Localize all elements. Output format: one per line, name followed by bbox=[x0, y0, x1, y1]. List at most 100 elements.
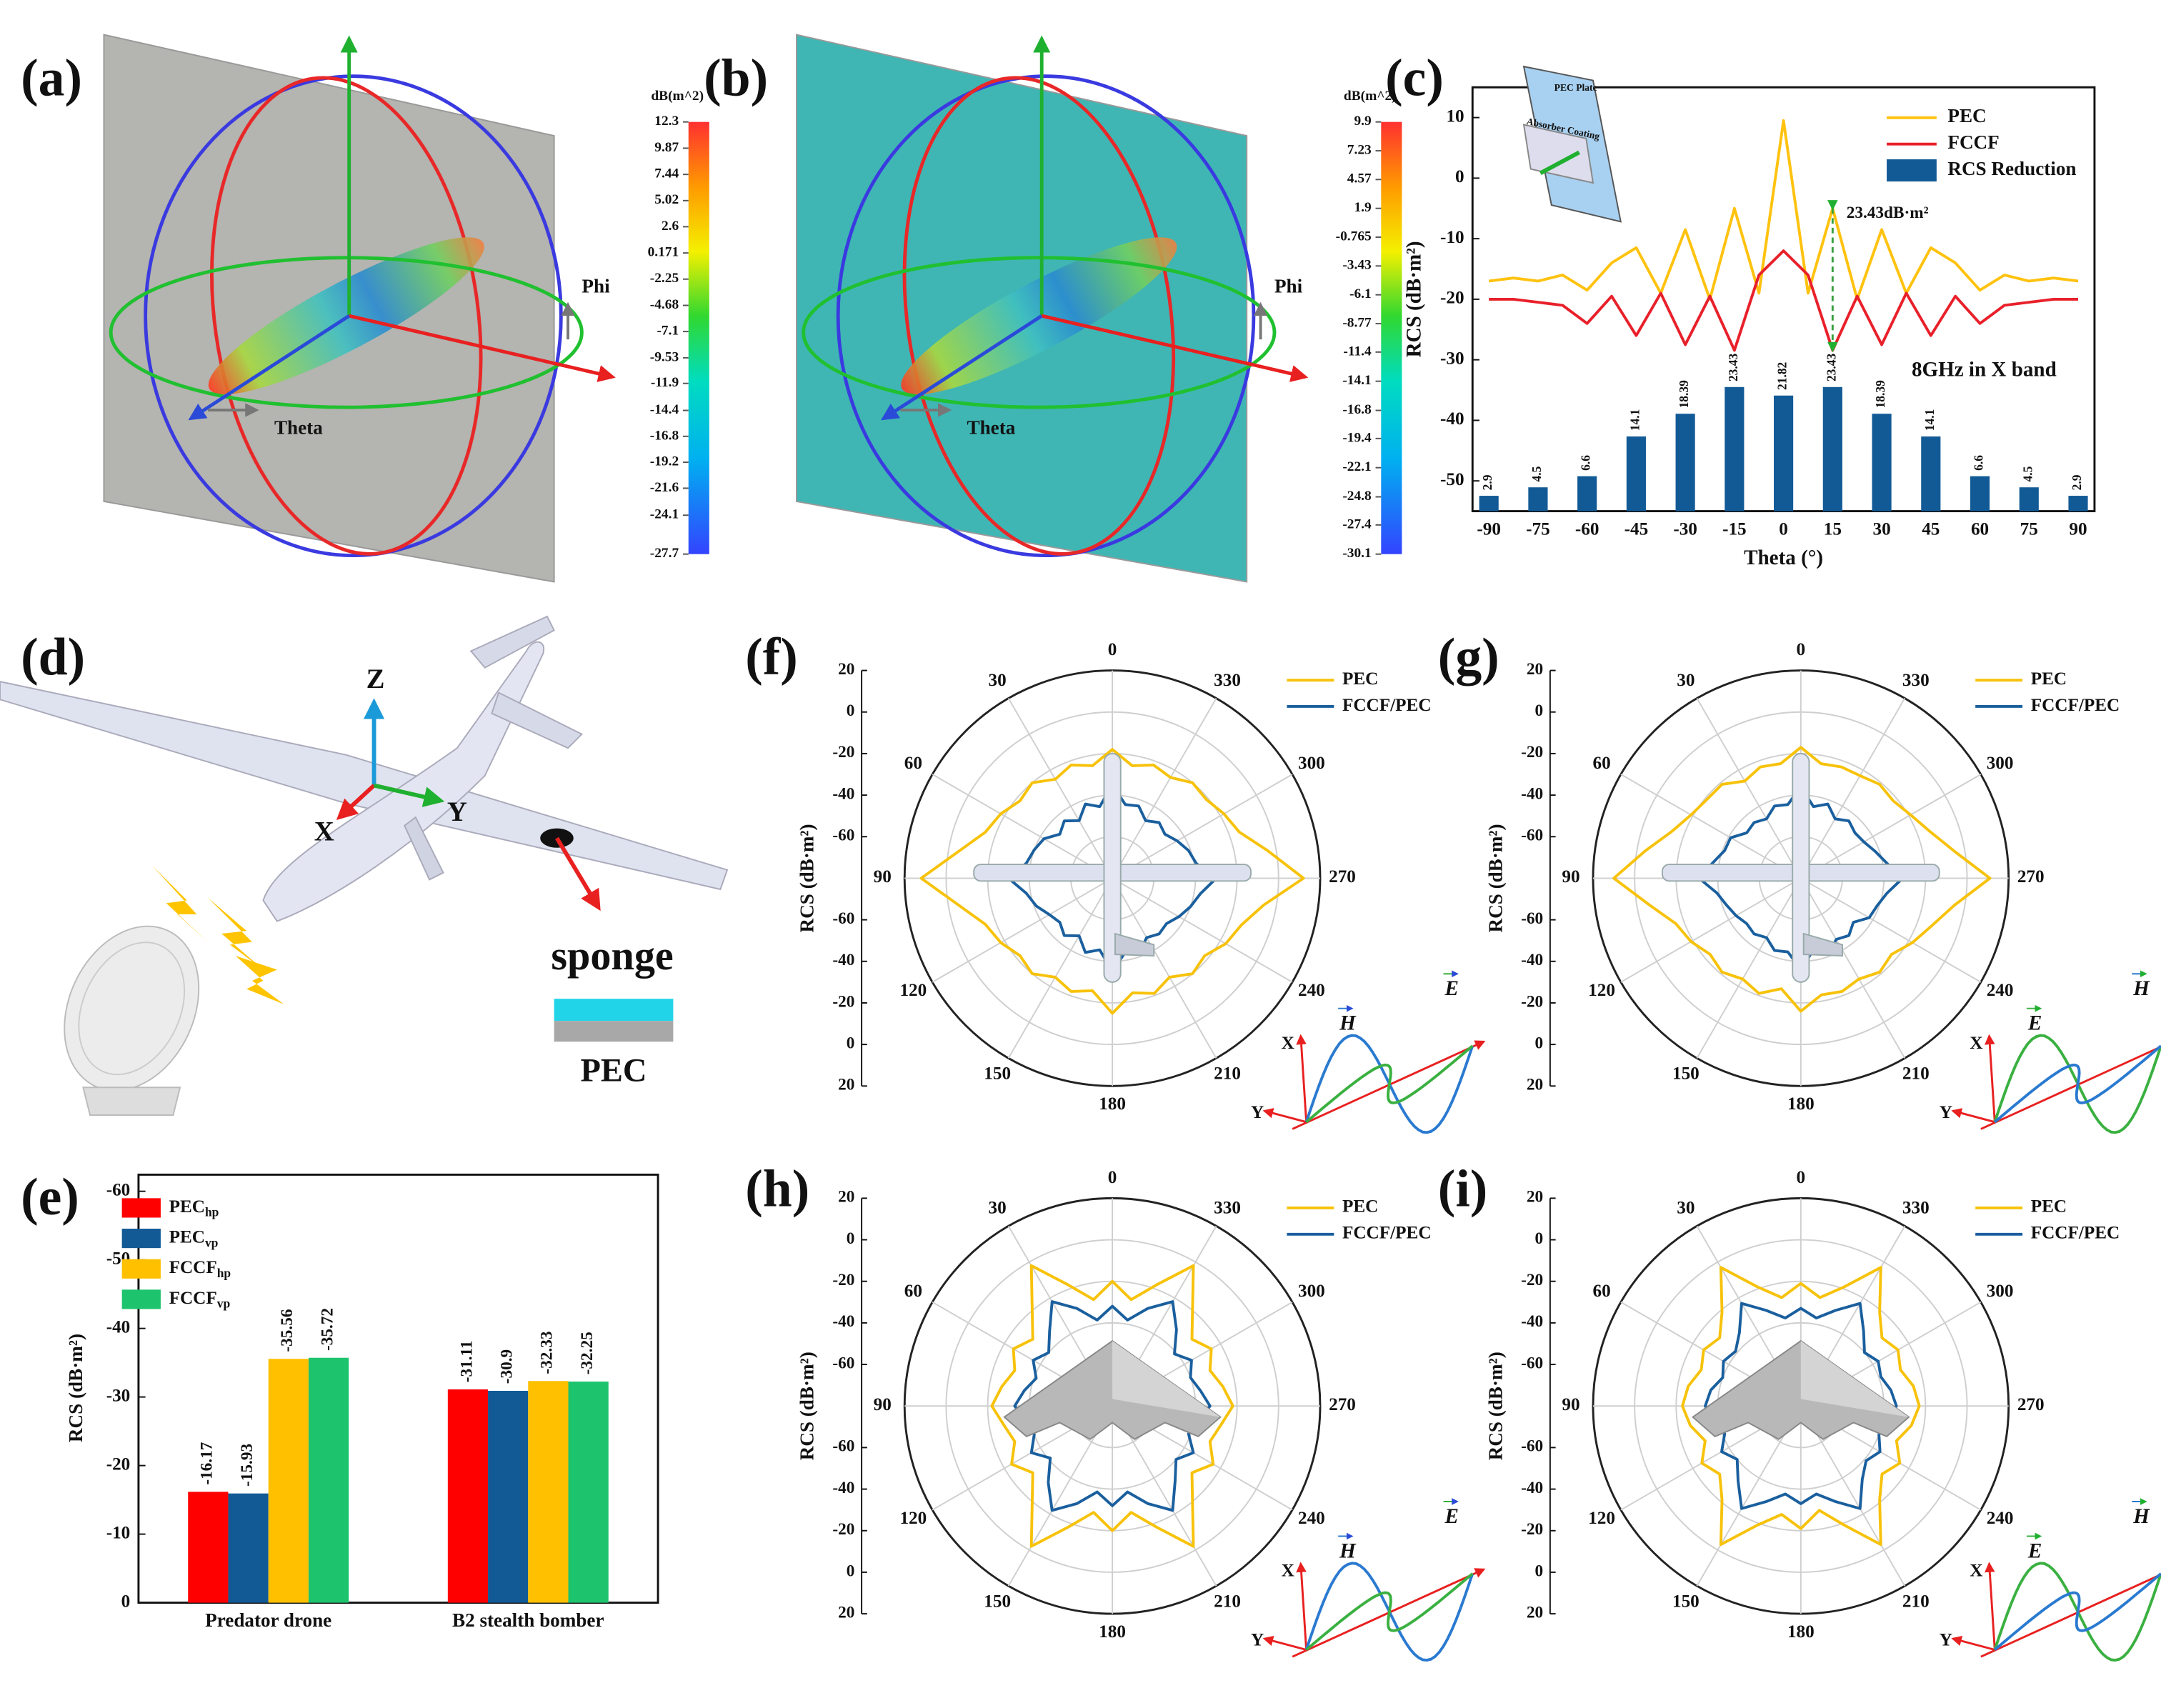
bar-value-label: 2.9 bbox=[2070, 474, 2084, 490]
radial-tick-label: 20 bbox=[1527, 660, 1543, 679]
angle-label: 120 bbox=[899, 1509, 927, 1528]
radial-tick-label: -60 bbox=[832, 1437, 854, 1456]
legend-name: FCCF bbox=[169, 1258, 217, 1277]
colorbar-tick-label: -22.1 bbox=[1342, 459, 1371, 474]
radial-tick-label: -20 bbox=[832, 1271, 854, 1289]
angle-label: 210 bbox=[1902, 1064, 1930, 1084]
legend-label: FCCF/PEC bbox=[2031, 696, 2120, 715]
grid-spoke bbox=[1007, 698, 1113, 879]
colorbar-tick-label: -19.2 bbox=[650, 454, 679, 469]
colorbar-tick-label: -4.68 bbox=[650, 297, 679, 312]
radial-tick-label: 0 bbox=[847, 1229, 855, 1248]
circle-red bbox=[902, 76, 1176, 556]
radial-tick-label: -40 bbox=[1521, 1312, 1543, 1331]
bar-value-label: -35.72 bbox=[318, 1308, 336, 1351]
wave-vector-label: E bbox=[1444, 1505, 1458, 1528]
bar-value-label: 23.43 bbox=[1726, 354, 1740, 382]
colorbar-tick-label: -24.8 bbox=[1342, 489, 1372, 504]
x-tick-label: 75 bbox=[2020, 520, 2038, 539]
axis-label: Phi bbox=[582, 276, 610, 297]
radial-tick-label: 20 bbox=[838, 1076, 854, 1094]
angle-label: 180 bbox=[1099, 1622, 1126, 1642]
angle-label: 90 bbox=[1562, 1395, 1579, 1414]
polar-series bbox=[1612, 746, 1992, 1013]
circle-red bbox=[210, 76, 483, 556]
bar bbox=[1872, 414, 1892, 511]
aircraft bbox=[1802, 932, 1843, 957]
angle-label: 330 bbox=[1902, 1199, 1930, 1218]
bar-value-label: 6.6 bbox=[1579, 455, 1593, 471]
colorbar-tick-label: 9.87 bbox=[654, 140, 679, 155]
colorbar-tick-label: -24.1 bbox=[650, 507, 679, 522]
wave-vector-label: E bbox=[2027, 1012, 2042, 1035]
colorbar-tick-label: 0.171 bbox=[648, 245, 679, 260]
angle-label: 0 bbox=[1108, 1168, 1117, 1187]
colorbar-tick-label: -30.1 bbox=[1342, 546, 1371, 561]
wave-axis bbox=[1296, 1562, 1308, 1650]
legend-name: PEC bbox=[169, 1197, 205, 1217]
annotation: 23.43dB·m² bbox=[1847, 204, 1929, 222]
x-tick-label: -60 bbox=[1575, 520, 1599, 539]
angle-label: 90 bbox=[874, 1395, 892, 1414]
colorbar bbox=[688, 121, 709, 554]
y-tick-label: -40 bbox=[106, 1317, 131, 1337]
radial-tick-label: -20 bbox=[832, 1520, 854, 1539]
wave-vector-label: E bbox=[1444, 977, 1458, 1000]
y-axis-title: RCS (dB·m²) bbox=[65, 1334, 86, 1442]
legend-subscript: hp bbox=[205, 1205, 219, 1219]
bar bbox=[2019, 487, 2039, 511]
panel-label: (a) bbox=[21, 48, 82, 106]
wave-axis bbox=[1951, 1635, 1995, 1651]
grid-spoke bbox=[1112, 774, 1293, 879]
angle-label: 330 bbox=[1902, 671, 1930, 690]
legend-swatch bbox=[121, 1198, 161, 1218]
x-tick-label: Predator drone bbox=[205, 1609, 331, 1631]
angle-label: 150 bbox=[984, 1592, 1011, 1611]
radial-tick-label: -60 bbox=[1521, 1437, 1543, 1456]
angle-label: 120 bbox=[1588, 981, 1615, 1000]
wave bbox=[1305, 1572, 1474, 1651]
bar bbox=[447, 1389, 489, 1603]
radial-tick-label: 0 bbox=[1535, 1034, 1544, 1052]
colorbar-tick-label: -16.8 bbox=[1342, 402, 1372, 417]
angle-label: 240 bbox=[1298, 1509, 1325, 1528]
angle-label: 90 bbox=[1562, 867, 1579, 887]
aircraft bbox=[1103, 752, 1122, 983]
aircraft bbox=[1800, 1341, 1910, 1417]
angle-label: 60 bbox=[904, 1282, 922, 1301]
colorbar-tick-label: 7.23 bbox=[1347, 143, 1372, 158]
legend-label: FCCFhp bbox=[169, 1258, 231, 1280]
colorbar-tick-label: 12.3 bbox=[654, 114, 679, 129]
legend-label: PEC bbox=[2031, 669, 2067, 689]
radial-tick-label: 0 bbox=[847, 1562, 855, 1580]
polar-series bbox=[990, 1264, 1234, 1548]
bar bbox=[1528, 487, 1548, 511]
y-tick-label: -50 bbox=[1440, 470, 1464, 489]
bar-value-label: 21.82 bbox=[1775, 362, 1790, 390]
bar-value-label: -30.9 bbox=[498, 1349, 516, 1384]
radial-tick-label: 0 bbox=[1535, 1229, 1544, 1248]
x-tick-label: -15 bbox=[1722, 520, 1747, 539]
angle-label: 30 bbox=[989, 671, 1007, 690]
wave-axis-label: X bbox=[1282, 1034, 1294, 1053]
wave-axis-label: X bbox=[1970, 1034, 1982, 1053]
x-tick-label: 60 bbox=[1971, 520, 1989, 539]
bar bbox=[228, 1493, 269, 1603]
pattern-3d bbox=[103, 34, 709, 583]
colorbar-title: dB(m^2) bbox=[651, 89, 704, 104]
radial-tick-label: -20 bbox=[832, 743, 854, 761]
angle-label: 300 bbox=[1987, 754, 2014, 773]
bar bbox=[1479, 496, 1499, 511]
line-series bbox=[1488, 119, 2079, 301]
bar-value-label: 18.39 bbox=[1873, 380, 1887, 409]
line-series bbox=[1489, 249, 2079, 352]
angle-label: 60 bbox=[1592, 754, 1610, 773]
x-tick-label: -45 bbox=[1625, 520, 1649, 539]
bar bbox=[1675, 414, 1695, 511]
radial-tick-label: -20 bbox=[1521, 992, 1543, 1011]
pec-layer bbox=[554, 1021, 674, 1042]
y-tick-label: -20 bbox=[106, 1454, 131, 1474]
legend-label: PEC bbox=[1342, 1197, 1378, 1217]
radial-tick-label: -40 bbox=[1521, 951, 1543, 969]
